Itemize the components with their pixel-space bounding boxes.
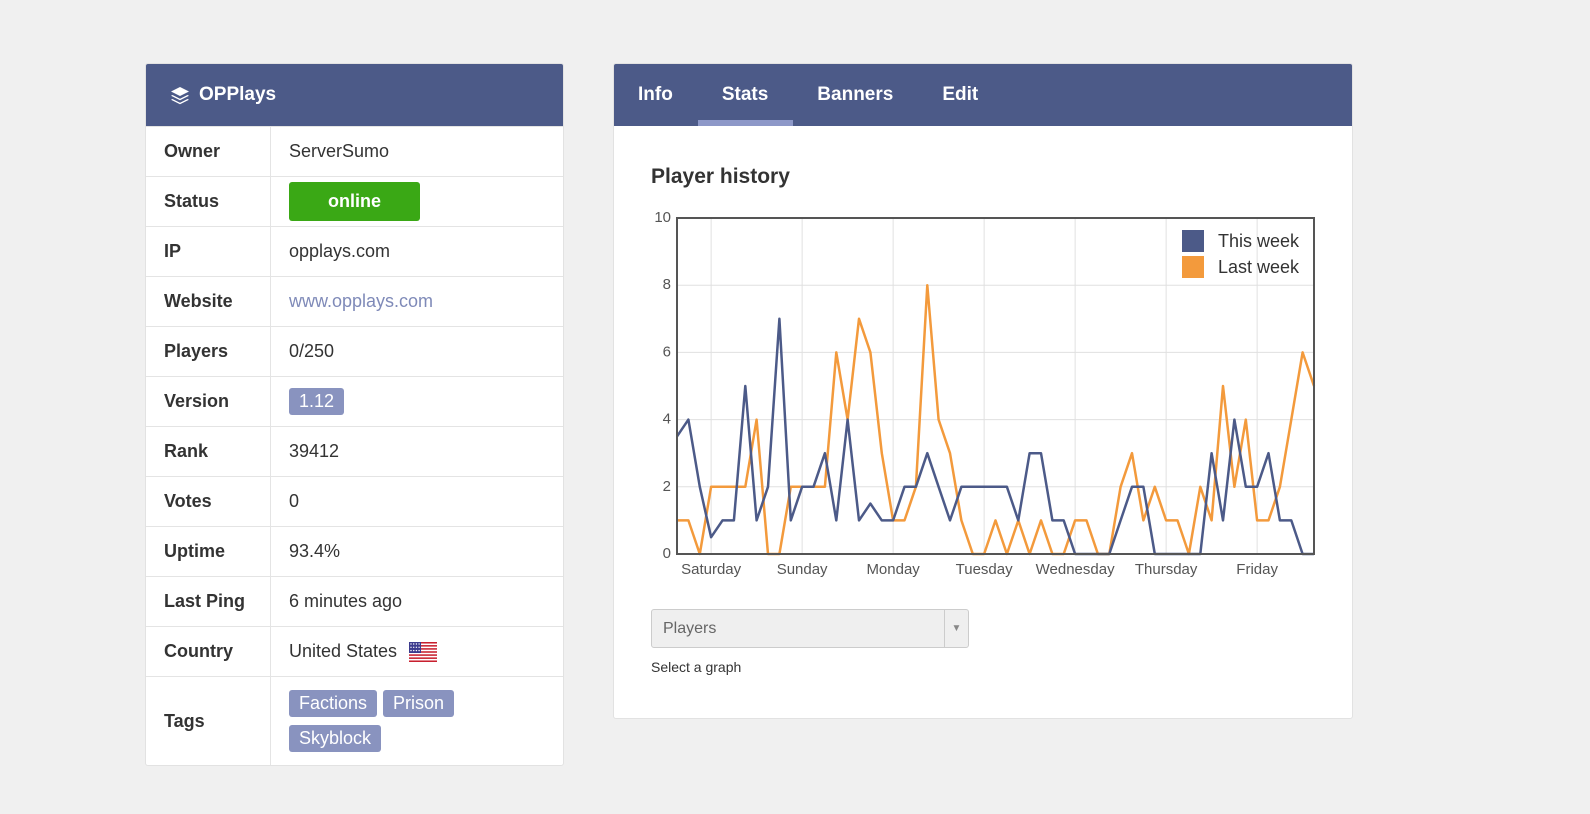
- row-value-cell: Factions PrisonSkyblock: [270, 676, 563, 765]
- row-label: Website: [146, 276, 271, 327]
- stats-card: Info Stats Banners Edit Player history 0 2 4 6…: [613, 63, 1353, 719]
- legend-swatch: [1182, 230, 1204, 252]
- info-row: Players 0/250: [146, 326, 563, 377]
- y-tick-label: 6: [663, 343, 671, 360]
- row-value-cell: 0: [270, 476, 563, 527]
- version-badge: 1.12: [289, 388, 345, 415]
- x-tick-label: Saturday: [681, 561, 742, 578]
- row-value: 39412: [289, 441, 340, 461]
- tab[interactable]: Stats: [697, 64, 794, 126]
- row-value: 93.4%: [289, 541, 341, 561]
- row-label: Uptime: [146, 526, 271, 577]
- row-label: IP: [146, 226, 271, 277]
- flag-icon: [409, 642, 438, 663]
- server-header: OPPlays: [146, 64, 563, 126]
- row-label: Owner: [146, 126, 271, 177]
- row-label: Votes: [146, 476, 271, 527]
- tab[interactable]: Info: [638, 84, 673, 105]
- tab-bar: Info Stats Banners Edit: [614, 64, 1352, 126]
- row-value-cell: 39412: [270, 426, 563, 477]
- website-link[interactable]: www.opplays.com: [289, 291, 434, 311]
- x-tick-label: Friday: [1236, 561, 1278, 578]
- chart: 0 2 4 6 8 10 Saturday Sunday Monday Tuesday Wednes…: [654, 209, 1316, 578]
- series-line: [675, 317, 1314, 556]
- row-value: opplays.com: [289, 241, 391, 261]
- y-tick-label: 8: [663, 276, 671, 293]
- info-row: Status online: [146, 176, 563, 227]
- row-value-cell: United States: [270, 626, 563, 677]
- row-value: 0/250: [289, 341, 335, 361]
- select-help: Select a graph: [651, 659, 742, 675]
- legend-label: This week: [1218, 231, 1300, 251]
- info-row: Votes 0: [146, 476, 563, 527]
- row-value-cell: 6 minutes ago: [270, 576, 563, 627]
- legend-swatch: [1182, 256, 1204, 278]
- info-row: IP opplays.com: [146, 226, 563, 277]
- info-row: Last Ping 6 minutes ago: [146, 576, 563, 627]
- x-tick-label: Monday: [866, 561, 920, 578]
- y-tick-label: 0: [663, 545, 671, 562]
- row-label: Last Ping: [146, 576, 271, 627]
- x-tick-label: Tuesday: [956, 561, 1013, 578]
- row-label: Players: [146, 326, 271, 377]
- series-line: [677, 283, 1316, 556]
- row-value-cell: 1.12: [270, 376, 563, 427]
- plot-frame: [676, 217, 1315, 555]
- x-tick-label: Thursday: [1135, 561, 1198, 578]
- graph-select[interactable]: Players ▼: [651, 609, 969, 648]
- tag[interactable]: Factions: [289, 690, 378, 717]
- y-tick-label: 10: [654, 209, 671, 226]
- tag[interactable]: Skyblock: [289, 725, 382, 752]
- row-label: Tags: [146, 676, 271, 765]
- row-value-cell: www.opplays.com: [270, 276, 563, 327]
- tab[interactable]: Banners: [817, 84, 894, 105]
- select-value: Players: [663, 619, 717, 637]
- info-row: Rank 39412: [146, 426, 563, 477]
- row-value-cell: online: [270, 176, 563, 227]
- row-value-cell: 0/250: [270, 326, 563, 377]
- x-tick-label: Sunday: [777, 561, 828, 578]
- row-value: 0: [289, 491, 300, 511]
- x-tick-label: Wednesday: [1036, 561, 1115, 578]
- y-tick-label: 4: [663, 411, 671, 428]
- row-value-cell: ServerSumo: [270, 126, 563, 177]
- layers-icon: [171, 87, 189, 105]
- server-card: OPPlays Owner ServerSumo Status online IP opp…: [145, 63, 564, 766]
- tab[interactable]: Edit: [942, 84, 979, 105]
- row-value: 6 minutes ago: [289, 591, 403, 611]
- status-badge: online: [289, 182, 420, 221]
- row-value: United States: [289, 640, 398, 661]
- info-row: Website www.opplays.com: [146, 276, 563, 327]
- row-label: Version: [146, 376, 271, 427]
- info-row: Uptime 93.4%: [146, 526, 563, 577]
- row-value-cell: opplays.com: [270, 226, 563, 277]
- chart-title: Player history: [651, 165, 790, 188]
- server-table: Owner ServerSumo Status online IP opplays.com…: [146, 126, 563, 765]
- server-name: OPPlays: [199, 84, 277, 105]
- row-value: ServerSumo: [289, 141, 390, 161]
- info-row: Owner ServerSumo: [146, 126, 563, 177]
- row-label: Country: [146, 626, 271, 677]
- y-tick-label: 2: [663, 478, 671, 495]
- row-label: Rank: [146, 426, 271, 477]
- info-row: Tags Factions PrisonSkyblock: [146, 676, 563, 765]
- select-arrow: ▼: [944, 610, 968, 647]
- info-row: Country United States: [146, 626, 563, 677]
- tag[interactable]: Prison: [383, 690, 455, 717]
- legend-label: Last week: [1218, 257, 1300, 277]
- row-value-cell: 93.4%: [270, 526, 563, 577]
- info-row: Version 1.12: [146, 376, 563, 427]
- row-label: Status: [146, 176, 271, 227]
